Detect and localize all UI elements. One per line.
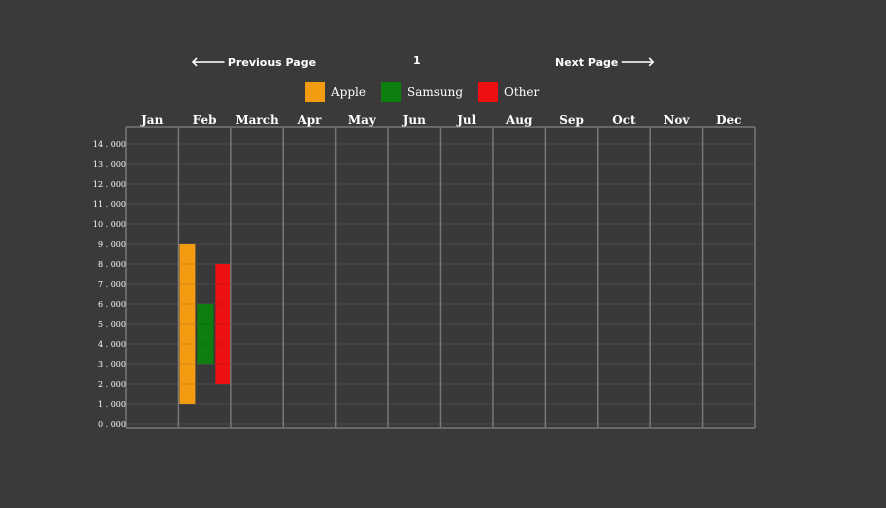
arrow-right-icon: 🡒 [620, 55, 656, 70]
month-label-march: March [235, 113, 279, 127]
bar-samsung-feb [197, 304, 214, 364]
month-label-jul: Jul [456, 113, 476, 127]
month-label-jun: Jun [402, 113, 426, 127]
month-label-aug: Aug [505, 113, 533, 127]
y-tick-label: 14 . 000 [93, 140, 126, 149]
previous-page-button[interactable]: 🡐 Previous Page [191, 54, 316, 70]
next-page-button[interactable]: Next Page 🡒 [555, 54, 655, 70]
y-tick-label: 10 . 000 [93, 220, 126, 229]
legend-item-apple[interactable]: Apple [305, 82, 366, 102]
legend-label-other: Other [504, 85, 540, 99]
month-label-apr: Apr [296, 113, 322, 127]
y-tick-label: 0 . 000 [98, 420, 126, 429]
legend-swatch-apple [305, 82, 325, 102]
legend-swatch-other [478, 82, 499, 102]
next-page-label: Next Page [555, 55, 619, 69]
y-tick-label: 4 . 000 [98, 340, 126, 349]
y-tick-label: 3 . 000 [98, 360, 126, 369]
y-tick-label: 2 . 000 [98, 380, 126, 389]
arrow-left-icon: 🡐 [191, 55, 226, 70]
month-label-dec: Dec [716, 113, 741, 127]
legend-item-samsung[interactable]: Samsung [380, 82, 464, 102]
y-tick-label: 1 . 000 [98, 400, 126, 409]
month-label-jan: Jan [140, 113, 163, 127]
month-label-nov: Nov [663, 113, 690, 127]
y-tick-label: 5 . 000 [98, 320, 126, 329]
bar-other-feb [215, 264, 232, 384]
legend-label-samsung: Samsung [406, 85, 464, 99]
legend-item-other[interactable]: Other [478, 82, 539, 102]
y-tick-label: 6 . 000 [98, 300, 126, 309]
y-tick-label: 8 . 000 [98, 260, 126, 269]
bar-apple-feb [179, 244, 196, 404]
month-label-may: May [348, 113, 377, 127]
month-label-feb: Feb [193, 113, 217, 127]
chart-legend: Apple Samsung Other [305, 82, 554, 102]
y-tick-label: 12 . 000 [93, 180, 126, 189]
y-tick-label: 13 . 000 [93, 160, 126, 169]
y-tick-label: 7 . 000 [98, 280, 126, 289]
legend-swatch-samsung [380, 82, 401, 102]
y-tick-label: 9 . 000 [98, 240, 126, 249]
previous-page-label: Previous Page [227, 55, 317, 69]
month-label-oct: Oct [612, 113, 636, 127]
page-number: 1 [413, 54, 421, 67]
legend-label-apple: Apple [331, 85, 366, 99]
month-label-sep: Sep [559, 113, 584, 127]
y-tick-label: 11 . 000 [93, 200, 126, 209]
